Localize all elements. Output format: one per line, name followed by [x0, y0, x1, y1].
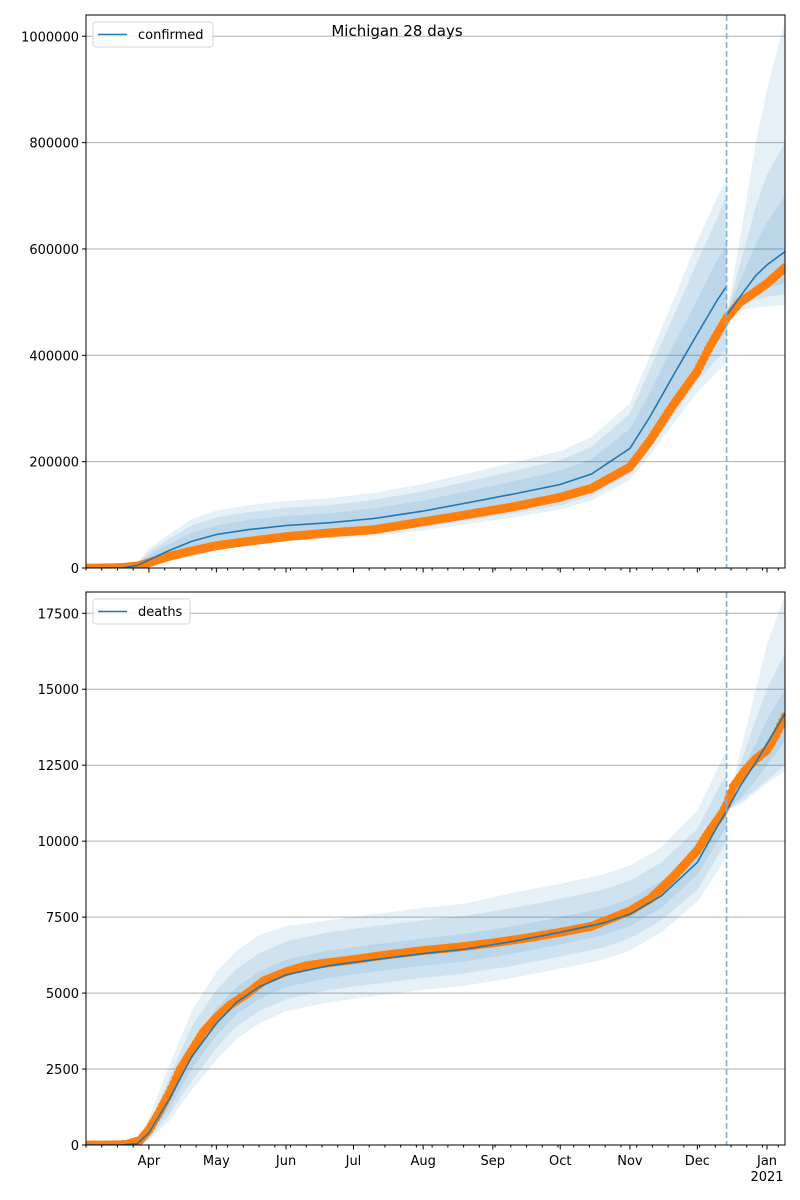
forecast-median-line: [725, 250, 785, 316]
y-tick-label: 600000: [29, 243, 79, 258]
legend-box: [92, 598, 191, 625]
chart-title: Michigan 28 days: [331, 22, 462, 40]
confirmed-panel: 0 200000 400000 600000 800000 1000000 confirme…: [21, 14, 786, 577]
forecast-uncertainty-band: [726, 142, 785, 316]
forecast-uncertainty-band: [726, 595, 785, 811]
x-tick-label: Apr: [138, 1154, 161, 1169]
y-tick-label: 0: [71, 562, 79, 577]
x-tick-label: Oct: [549, 1154, 571, 1169]
y-tick-label: 5000: [46, 987, 79, 1002]
x-tick-label: Sep: [481, 1154, 506, 1169]
model-uncertainty-band: [86, 243, 727, 568]
plot-area: [86, 20, 785, 568]
x-tick-label: Jun: [275, 1154, 296, 1169]
y-tick-label: 10000: [38, 835, 79, 850]
legend: confirmed: [92, 21, 214, 48]
y-tick-label: 0: [71, 1139, 79, 1154]
x-tick-label: Dec: [685, 1154, 710, 1169]
plot-area: [86, 595, 785, 1145]
y-tick-label: 7500: [46, 911, 79, 926]
legend-label: confirmed: [138, 28, 204, 43]
legend: deaths: [92, 598, 191, 625]
y-tick-label: 1000000: [21, 30, 79, 45]
observed-point: [780, 263, 785, 273]
y-tick-label: 2500: [46, 1063, 79, 1078]
model-uncertainty-band: [86, 179, 727, 568]
x-tick-label: Jul: [345, 1154, 362, 1169]
y-tick-label: 800000: [29, 137, 79, 152]
forecast-uncertainty-band: [726, 20, 785, 316]
model-uncertainty-band: [86, 750, 727, 1145]
x-tick-label: Aug: [410, 1154, 435, 1169]
deaths-panel: 0 2500 5000 7500 10000 12500 15000 17500 Apr May J…: [38, 591, 786, 1185]
y-tick-label: 15000: [38, 683, 79, 698]
forecast-median-line: [725, 713, 785, 812]
y-tick-label: 400000: [29, 349, 79, 364]
axes-frame: [85, 591, 786, 1146]
legend-label: deaths: [138, 605, 183, 620]
x-tick-label: May: [203, 1154, 230, 1169]
x-tick-label: Jan: [756, 1154, 777, 1169]
model-median-line: [86, 285, 728, 568]
y-tick-label: 12500: [38, 759, 79, 774]
x-year-label: 2021: [750, 1170, 783, 1185]
x-tick-label: Nov: [617, 1154, 643, 1169]
model-uncertainty-band: [86, 774, 727, 1145]
model-median-line: [86, 810, 728, 1145]
y-tick-label: 200000: [29, 456, 79, 471]
axes-frame: [85, 14, 786, 569]
y-tick-label: 17500: [38, 607, 79, 622]
legend-box: [92, 21, 214, 48]
model-uncertainty-band: [86, 195, 727, 568]
